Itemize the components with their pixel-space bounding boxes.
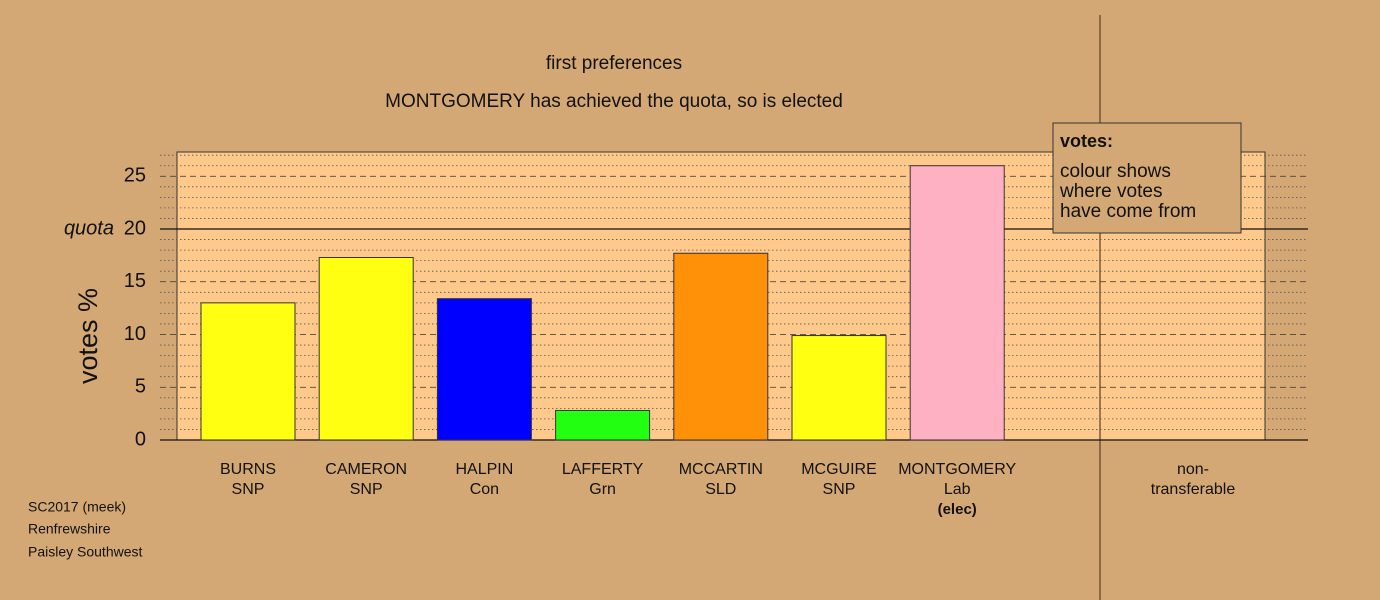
y-tick-label: 15 bbox=[124, 270, 146, 292]
bar bbox=[555, 409, 651, 441]
y-tick-label: 20 bbox=[124, 217, 146, 239]
x-tick-label: Lab bbox=[944, 481, 971, 498]
bar bbox=[436, 298, 532, 441]
x-tick-label: SNP bbox=[823, 481, 856, 498]
x-tick-label: HALPIN bbox=[456, 461, 514, 478]
x-tick-label: MCGUIRE bbox=[801, 461, 877, 478]
y-axis-label: votes % bbox=[73, 288, 103, 384]
footer-line: SC2017 (meek) bbox=[28, 499, 126, 515]
footer-line: Paisley Southwest bbox=[28, 544, 143, 560]
bar bbox=[200, 302, 296, 441]
bar bbox=[318, 256, 414, 441]
y-tick-label: 0 bbox=[135, 428, 146, 450]
y-tick-label: 5 bbox=[135, 376, 146, 398]
y-tick-label: 25 bbox=[124, 165, 146, 187]
x-tick-label: CAMERON bbox=[325, 461, 407, 478]
bar bbox=[909, 165, 1005, 441]
y-tick-label: 10 bbox=[124, 323, 146, 345]
x-tick-label: MONTGOMERY bbox=[898, 461, 1016, 478]
x-tick-label: Grn bbox=[589, 481, 616, 498]
x-tick-label: SLD bbox=[705, 481, 736, 498]
x-tick-label: SNP bbox=[350, 481, 383, 498]
bar bbox=[673, 252, 769, 441]
x-tick-label: BURNS bbox=[220, 461, 276, 478]
legend-line: colour shows bbox=[1060, 161, 1171, 182]
legend-line: where votes bbox=[1059, 181, 1162, 202]
legend-title: votes: bbox=[1060, 131, 1113, 151]
x-tick-label: LAFFERTY bbox=[562, 461, 644, 478]
x-tick-label: transferable bbox=[1151, 481, 1236, 498]
legend-box bbox=[1052, 122, 1242, 234]
x-tick-label: Con bbox=[470, 481, 499, 498]
legend-line: have come from bbox=[1060, 201, 1196, 222]
quota-label: quota bbox=[64, 217, 114, 239]
x-tick-label: SNP bbox=[232, 481, 265, 498]
elected-label: (elec) bbox=[938, 501, 977, 518]
bar bbox=[791, 335, 887, 441]
chart-subtitle: MONTGOMERY has achieved the quota, so is… bbox=[385, 91, 843, 112]
chart-title: first preferences bbox=[546, 53, 682, 74]
footer-line: Renfrewshire bbox=[28, 521, 111, 537]
x-tick-label: non- bbox=[1177, 461, 1209, 478]
x-tick-label: MCCARTIN bbox=[679, 461, 763, 478]
